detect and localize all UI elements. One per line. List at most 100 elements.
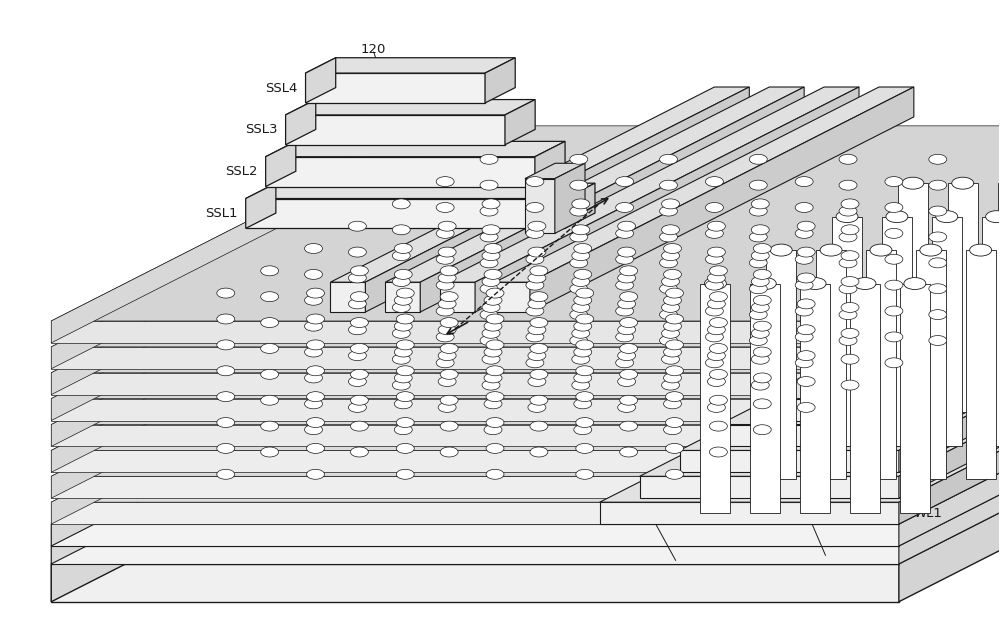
Ellipse shape: [839, 284, 857, 294]
Ellipse shape: [530, 292, 548, 302]
Ellipse shape: [616, 332, 634, 342]
Ellipse shape: [709, 395, 727, 405]
Text: 131: 131: [799, 266, 824, 280]
Polygon shape: [565, 183, 595, 229]
Text: BL2: BL2: [391, 264, 413, 277]
Polygon shape: [246, 183, 595, 199]
Ellipse shape: [620, 395, 638, 405]
Ellipse shape: [707, 325, 725, 335]
Polygon shape: [899, 203, 1000, 420]
Ellipse shape: [305, 270, 322, 279]
Ellipse shape: [839, 232, 857, 242]
Ellipse shape: [753, 295, 771, 305]
Ellipse shape: [217, 444, 235, 453]
Ellipse shape: [217, 469, 235, 479]
Polygon shape: [982, 216, 1000, 446]
Ellipse shape: [440, 344, 458, 353]
Ellipse shape: [261, 344, 279, 353]
Ellipse shape: [839, 180, 857, 190]
Ellipse shape: [392, 354, 410, 364]
Polygon shape: [899, 229, 1000, 446]
Ellipse shape: [618, 325, 636, 335]
Ellipse shape: [870, 244, 892, 256]
Ellipse shape: [217, 366, 235, 376]
Ellipse shape: [664, 399, 681, 409]
Polygon shape: [535, 141, 565, 187]
Ellipse shape: [482, 199, 500, 209]
Ellipse shape: [705, 254, 723, 264]
Ellipse shape: [666, 340, 683, 350]
Polygon shape: [899, 307, 1000, 524]
Ellipse shape: [618, 273, 636, 283]
Polygon shape: [495, 282, 530, 312]
Ellipse shape: [709, 292, 727, 302]
Ellipse shape: [394, 425, 412, 435]
Polygon shape: [51, 126, 435, 343]
Ellipse shape: [530, 447, 548, 457]
Polygon shape: [766, 250, 796, 479]
Ellipse shape: [576, 288, 594, 298]
Ellipse shape: [986, 211, 1000, 223]
Polygon shape: [246, 183, 276, 229]
Ellipse shape: [749, 258, 767, 268]
Ellipse shape: [307, 314, 324, 324]
Ellipse shape: [482, 354, 500, 364]
Polygon shape: [51, 347, 899, 369]
Ellipse shape: [751, 303, 769, 313]
Ellipse shape: [797, 221, 815, 231]
Ellipse shape: [261, 395, 279, 405]
Ellipse shape: [480, 206, 498, 216]
Ellipse shape: [666, 469, 683, 479]
Ellipse shape: [350, 318, 368, 327]
Ellipse shape: [394, 347, 412, 357]
Polygon shape: [640, 476, 899, 498]
Ellipse shape: [572, 380, 590, 390]
Text: BL1: BL1: [501, 264, 523, 277]
Ellipse shape: [261, 447, 279, 457]
Text: 133: 133: [493, 243, 518, 256]
Ellipse shape: [795, 177, 813, 187]
Ellipse shape: [666, 314, 683, 324]
Ellipse shape: [795, 229, 813, 239]
Text: BL3: BL3: [446, 264, 468, 277]
Ellipse shape: [530, 344, 548, 353]
Ellipse shape: [929, 206, 947, 216]
Ellipse shape: [484, 399, 502, 409]
Polygon shape: [998, 183, 1000, 412]
Ellipse shape: [480, 232, 498, 242]
Ellipse shape: [707, 221, 725, 231]
Ellipse shape: [436, 229, 454, 239]
Ellipse shape: [486, 366, 504, 376]
Ellipse shape: [484, 425, 502, 435]
Ellipse shape: [530, 421, 548, 431]
Polygon shape: [475, 87, 859, 312]
Ellipse shape: [839, 154, 857, 165]
Polygon shape: [51, 126, 1000, 321]
Ellipse shape: [664, 347, 681, 357]
Ellipse shape: [305, 244, 322, 253]
Polygon shape: [899, 281, 1000, 498]
Ellipse shape: [929, 180, 947, 190]
Ellipse shape: [570, 180, 588, 190]
Ellipse shape: [709, 370, 727, 379]
Ellipse shape: [709, 447, 727, 457]
Ellipse shape: [929, 232, 947, 242]
Ellipse shape: [436, 203, 454, 213]
Ellipse shape: [528, 299, 546, 309]
Text: 123: 123: [333, 136, 358, 149]
Ellipse shape: [616, 203, 634, 213]
Polygon shape: [286, 99, 316, 145]
Ellipse shape: [528, 325, 546, 335]
Ellipse shape: [795, 358, 813, 368]
Text: 132: 132: [692, 268, 718, 281]
Polygon shape: [246, 199, 565, 229]
Ellipse shape: [704, 278, 726, 289]
Ellipse shape: [528, 403, 546, 412]
Ellipse shape: [664, 270, 681, 279]
Ellipse shape: [797, 351, 815, 361]
Ellipse shape: [305, 295, 322, 305]
Ellipse shape: [528, 377, 546, 387]
Ellipse shape: [707, 247, 725, 257]
Ellipse shape: [936, 211, 958, 223]
Ellipse shape: [707, 351, 725, 361]
